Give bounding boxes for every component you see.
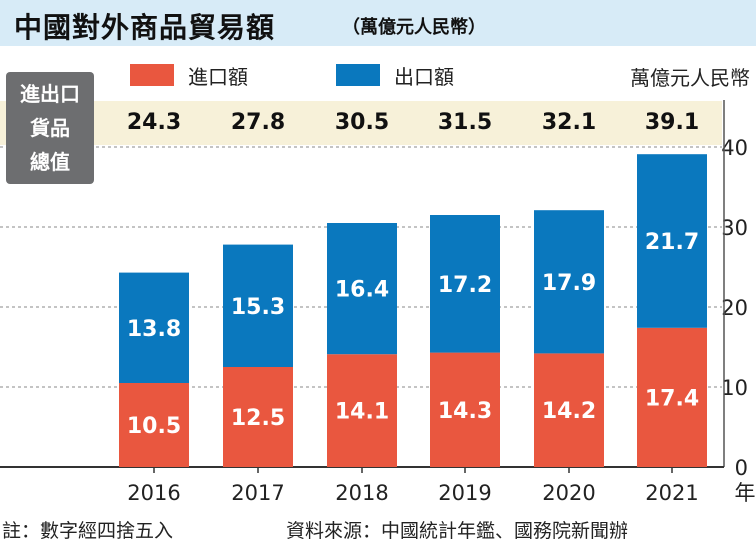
bar-export — [327, 223, 397, 355]
total-value: 30.5 — [334, 110, 390, 135]
totals-label-line: 進出口 — [20, 82, 80, 106]
bar-value-label: 21.7 — [645, 230, 699, 255]
bar-export — [534, 210, 604, 354]
x-tick-label: 2021 — [645, 481, 698, 505]
bar-value-label: 15.3 — [231, 295, 285, 320]
bar-export — [430, 215, 500, 353]
x-axis-unit: 年 — [735, 481, 756, 505]
bar-value-label: 17.2 — [438, 273, 492, 298]
bar-import — [119, 383, 189, 467]
bar-value-label: 10.5 — [127, 414, 181, 439]
bar-value-label: 17.4 — [645, 386, 699, 411]
bar-value-label: 14.3 — [438, 399, 492, 424]
bar-value-label: 13.8 — [127, 317, 181, 342]
x-tick-label: 2016 — [127, 481, 180, 505]
x-tick-label: 2017 — [231, 481, 284, 505]
bar-import — [637, 327, 707, 467]
bar-import — [430, 352, 500, 467]
y-axis-unit: 萬億元人民幣 — [630, 66, 750, 90]
y-tick-label: 20 — [721, 296, 748, 320]
bar-import — [534, 353, 604, 467]
totals-label-line: 總值 — [30, 150, 70, 174]
x-tick-label: 2019 — [438, 481, 491, 505]
legend-swatch-export — [336, 64, 380, 86]
totals-band — [0, 101, 722, 145]
bar-value-label: 14.2 — [542, 399, 596, 424]
bar-import — [223, 367, 293, 467]
total-value: 39.1 — [644, 110, 700, 135]
legend-swatch-import — [130, 64, 174, 86]
legend-label-export: 出口額 — [394, 65, 454, 89]
bar-export — [119, 272, 189, 383]
totals-label-line: 貨品 — [30, 116, 70, 140]
total-value: 24.3 — [126, 110, 182, 135]
bar-value-label: 12.5 — [231, 406, 285, 431]
chart-unit-note: （萬億元人民幣） — [342, 17, 486, 38]
x-tick-label: 2020 — [542, 481, 595, 505]
bar-value-label: 14.1 — [335, 400, 389, 425]
total-value: 27.8 — [230, 110, 286, 135]
y-tick-label: 40 — [721, 136, 748, 160]
chart-title: 中國對外商品貿易額 — [14, 11, 276, 44]
footnote: 註：數字經四捨五入 — [2, 520, 174, 542]
x-tick-label: 2018 — [335, 481, 388, 505]
y-tick-label: 10 — [721, 376, 748, 400]
bar-export — [637, 154, 707, 328]
bar-import — [327, 354, 397, 467]
title-band — [0, 0, 756, 46]
total-value: 32.1 — [541, 110, 597, 135]
source-note: 資料來源：中國統計年鑑、國務院新聞辦 — [286, 520, 629, 542]
legend-label-import: 進口額 — [188, 65, 248, 89]
bar-value-label: 17.9 — [542, 271, 596, 296]
bar-value-label: 16.4 — [335, 278, 389, 303]
y-tick-label: 0 — [735, 456, 748, 480]
totals-label-box: 進出口 貨品 總值 — [6, 72, 94, 184]
total-value: 31.5 — [437, 110, 493, 135]
y-tick-label: 30 — [721, 216, 748, 240]
bar-export — [223, 244, 293, 367]
